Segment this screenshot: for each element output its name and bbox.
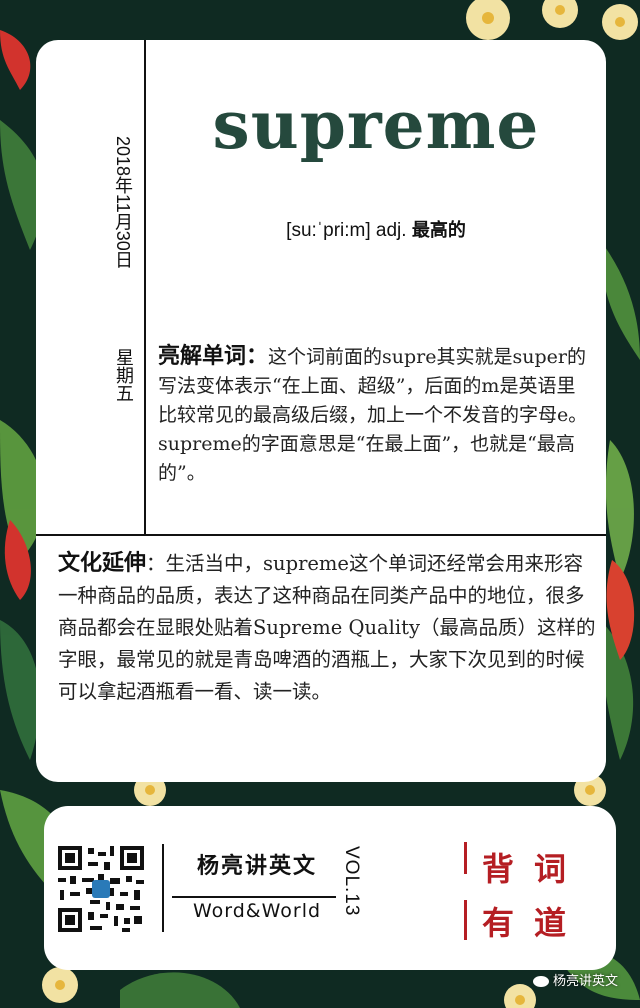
slogan-char: 词 xyxy=(534,850,567,888)
brand-separator xyxy=(162,844,164,932)
word-card: 2018年11月30日 星期五 supreme [su:ˈpri:m] adj.… xyxy=(36,40,606,782)
explain-body: 这个词前面的supre其实就是super的写法变体表示“在上面、超级”，后面的m… xyxy=(158,346,588,484)
meaning: 最高的 xyxy=(411,220,466,241)
pronunciation-line: [su:ˈpri:m] adj. 最高的 xyxy=(146,216,606,242)
red-accent-bar xyxy=(464,842,467,874)
headword: supreme xyxy=(212,86,540,164)
watermark-text: 杨亮讲英文 xyxy=(552,974,618,989)
volume-label: VOL.13 xyxy=(341,846,362,917)
culture-extension: 文化延伸：生活当中，supreme这个单词还经常会用来形容一种商品的品质，表达了… xyxy=(58,548,598,708)
explain-heading: 亮解单词： xyxy=(158,344,269,369)
vertical-divider xyxy=(144,40,146,534)
slogan-char: 有 xyxy=(482,904,515,942)
word-explanation: 亮解单词：这个词前面的supre其实就是super的写法变体表示“在上面、超级”… xyxy=(158,342,588,488)
horizontal-divider xyxy=(36,534,606,536)
brand-rule xyxy=(172,896,336,898)
slogan-char: 道 xyxy=(534,904,567,942)
brand-name: 杨亮讲英文 xyxy=(196,854,317,879)
culture-heading: 文化延伸 xyxy=(58,551,147,576)
slogan-char: 背 xyxy=(482,850,515,888)
qr-code[interactable] xyxy=(54,842,148,936)
pronunciation: [su:ˈpri:m] adj. xyxy=(286,220,407,241)
watermark: 杨亮讲英文 xyxy=(532,970,618,989)
culture-body: ：生活当中，supreme这个单词还经常会用来形容一种商品的品质，表达了这种商品… xyxy=(58,552,596,703)
weekday: 星期五 xyxy=(113,348,134,402)
brand-card: 杨亮讲英文 Word&World VOL.13 背 词 有 道 xyxy=(44,806,616,970)
red-accent-bar xyxy=(464,900,467,940)
brand-english: Word&World xyxy=(192,900,322,922)
wechat-icon xyxy=(532,976,549,987)
date: 2018年11月30日 xyxy=(113,136,133,269)
